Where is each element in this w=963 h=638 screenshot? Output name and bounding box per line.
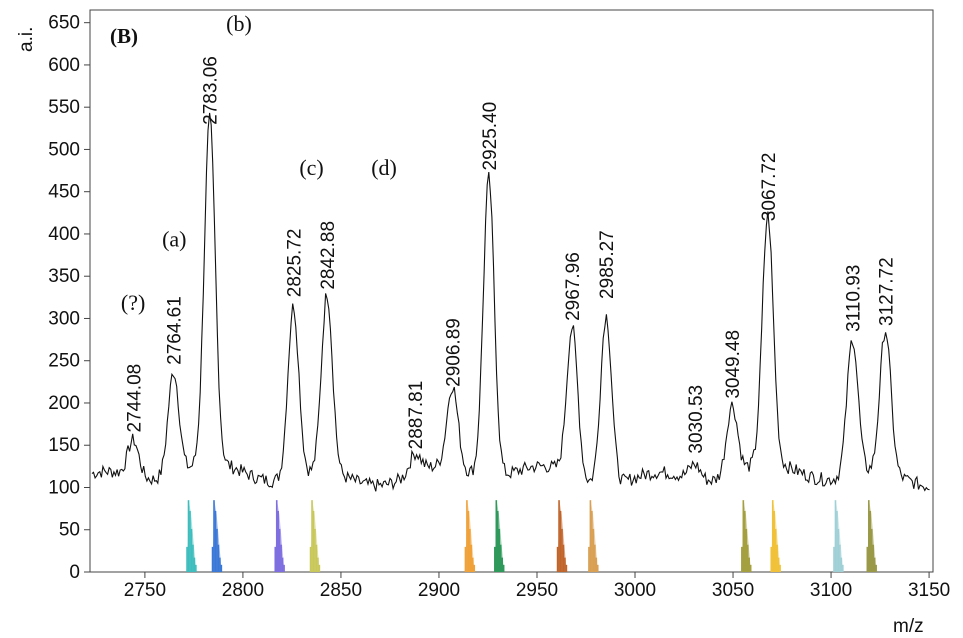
isotope-envelope — [556, 500, 567, 572]
isotope-envelope — [494, 500, 505, 572]
y-tick-label: 550 — [48, 97, 80, 118]
isotope-envelope — [588, 500, 599, 572]
x-tick-label: 3000 — [614, 580, 656, 601]
peak-label: 2764.61 — [165, 296, 186, 365]
peak-label: 3030.53 — [686, 385, 707, 454]
x-tick-label: 2950 — [516, 580, 558, 601]
isotope-cluster — [588, 500, 599, 572]
x-axis-unit: m/z — [893, 616, 924, 637]
y-tick-label: 650 — [48, 13, 80, 34]
plot-frame — [89, 9, 934, 573]
peak-label: 2967.96 — [563, 252, 584, 321]
peak-label: 3110.93 — [843, 265, 864, 332]
peak-annotation: (d) — [371, 155, 397, 180]
x-tick-label: 3150 — [908, 580, 950, 601]
isotope-envelope — [833, 500, 844, 572]
isotope-cluster — [556, 500, 568, 572]
peak-label: 3127.72 — [876, 257, 897, 326]
y-tick-label: 450 — [48, 182, 80, 203]
isotope-cluster — [274, 500, 285, 572]
x-tick-label: 2800 — [222, 580, 264, 601]
peak-annotations: (?) (a) (b) (c) (d) — [121, 11, 397, 315]
peak-label: 2842.88 — [318, 221, 339, 290]
x-tick-label: 2750 — [124, 580, 166, 601]
peak-label: 2887.81 — [406, 381, 427, 450]
isotope-cluster — [833, 500, 844, 572]
x-tick-label: 3100 — [810, 580, 852, 601]
peak-label: 3049.48 — [723, 330, 744, 399]
isotope-envelope — [186, 500, 197, 572]
y-axis: 0 50 100 150 200 250 300 350 400 450 500 550 600 650 — [48, 13, 90, 583]
peak-annotation: (c) — [299, 155, 323, 180]
x-axis: 2750 2800 2850 2900 2950 3000 3050 3100 3150 — [124, 572, 950, 601]
y-tick-label: 0 — [69, 562, 80, 583]
y-tick-label: 350 — [48, 266, 80, 287]
y-tick-label: 200 — [48, 393, 80, 414]
peak-label: 3067.72 — [759, 153, 780, 222]
y-axis-unit: a.i. — [16, 27, 37, 52]
isotope-cluster — [464, 500, 476, 572]
x-tick-label: 2900 — [418, 580, 460, 601]
peak-label: 2906.89 — [443, 318, 464, 387]
isotope-envelope — [211, 500, 222, 572]
isotope-cluster — [866, 500, 877, 572]
peak-annotation: (a) — [162, 227, 186, 252]
isotope-cluster — [741, 500, 752, 572]
peak-labels: 2744.08 2764.61 2783.06 2825.72 2842.88 2887.… — [124, 56, 897, 453]
isotope-cluster — [309, 500, 321, 572]
isotope-envelope — [309, 500, 320, 572]
y-tick-label: 600 — [48, 55, 80, 76]
isotope-cluster — [211, 500, 223, 572]
peak-label: 2925.40 — [480, 102, 501, 171]
x-tick-label: 2850 — [320, 580, 362, 601]
y-tick-label: 150 — [48, 435, 80, 456]
isotope-cluster — [770, 500, 781, 572]
isotope-envelope — [274, 500, 285, 572]
isotope-envelope — [464, 500, 475, 572]
isotope-envelope — [770, 500, 781, 572]
isotope-clusters — [186, 500, 877, 572]
isotope-envelope — [866, 500, 877, 572]
panel-label: (B) — [110, 24, 138, 48]
isotope-envelope — [741, 500, 752, 572]
peak-label: 2825.72 — [284, 229, 305, 298]
x-tick-label: 3050 — [712, 580, 754, 601]
y-tick-label: 400 — [48, 224, 80, 245]
peak-label: 2783.06 — [201, 56, 222, 125]
peak-annotation: (b) — [226, 11, 252, 36]
spectrum-trace — [91, 112, 930, 492]
isotope-cluster — [186, 500, 197, 572]
y-tick-label: 300 — [48, 308, 80, 329]
peak-label: 2744.08 — [124, 364, 145, 433]
peak-annotation: (?) — [121, 290, 145, 315]
isotope-cluster — [494, 500, 505, 572]
y-tick-label: 250 — [48, 351, 80, 372]
y-tick-label: 50 — [59, 520, 80, 541]
y-tick-label: 100 — [48, 477, 80, 498]
peak-label: 2985.27 — [597, 230, 618, 299]
y-tick-label: 500 — [48, 139, 80, 160]
